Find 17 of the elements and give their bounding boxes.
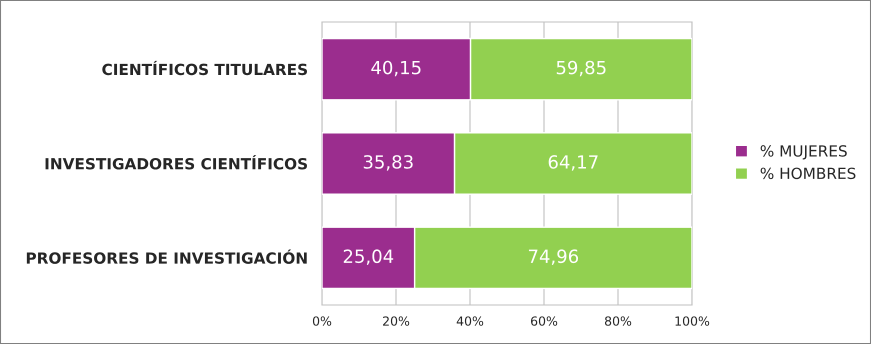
x-tick-label: 80% — [604, 316, 632, 326]
legend-label: % HOMBRES — [760, 168, 856, 180]
data-label: 40,15 — [371, 60, 421, 76]
data-label: 59,85 — [556, 60, 606, 76]
legend-label: % MUJERES — [760, 145, 847, 160]
y-tick-label: INVESTIGADORES CIENTÍFICOS — [46, 155, 307, 170]
data-label: 74,96 — [528, 249, 578, 265]
x-tick-label: 60% — [530, 316, 558, 326]
x-tick-label: 100% — [676, 316, 710, 326]
x-tick-label: 40% — [456, 316, 484, 326]
y-tick-label: PROFESORES DE INVESTIGACIÓN — [26, 250, 307, 264]
x-tick-label: 0% — [312, 316, 332, 326]
data-label: 64,17 — [548, 155, 598, 171]
data-label: 35,83 — [364, 155, 413, 171]
data-label: 25,04 — [344, 249, 394, 265]
y-tick-label: CIENTÍFICOS TITULARES — [102, 60, 307, 76]
x-tick-label: 20% — [383, 316, 410, 326]
